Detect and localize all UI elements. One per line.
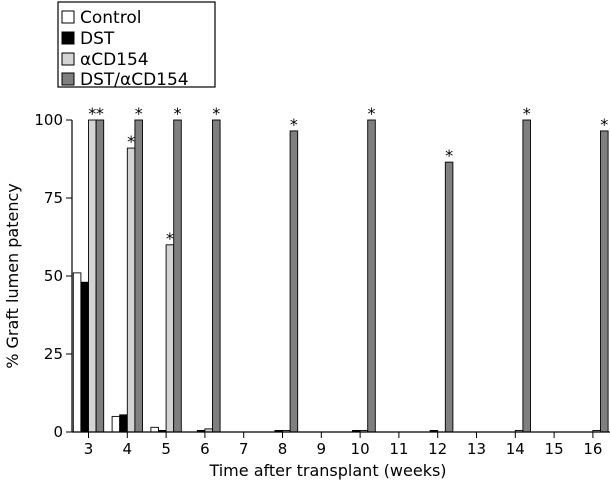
x-tick-label-5: 5: [161, 440, 171, 458]
significance-star-cd154-week-4: *: [127, 132, 135, 151]
significance-star-dst-cd154-week-6: *: [212, 104, 220, 123]
x-tick-label-9: 9: [317, 440, 327, 458]
legend-label-acd154: αCD154: [80, 50, 149, 70]
legend-label-dst-acd154: DST/αCD154: [80, 70, 189, 90]
legend-frame: [57, 1, 216, 88]
y-tick-label-50: 50: [44, 267, 63, 285]
bar-control-week-3: [72, 272, 82, 433]
significance-star-cd154-week-5: *: [166, 229, 174, 248]
bar-dst-cd154-week-4: [134, 119, 143, 433]
y-axis-label: % Graft lumen patency: [3, 183, 22, 369]
legend-label-control: Control: [80, 8, 141, 28]
significance-markers: * ***** ******: [88, 104, 608, 248]
legend-item-control: Control: [61, 8, 141, 28]
bar-cd154-week-5: [165, 244, 175, 433]
legend-item-dst-acd154: DST/αCD154: [61, 70, 189, 90]
significance-star-dst-cd154-week-3: *: [96, 104, 104, 123]
x-tick-label-3: 3: [84, 440, 94, 458]
significance-star-dst-cd154-week-5: *: [174, 104, 182, 123]
x-tick-label-4: 4: [123, 440, 133, 458]
y-tick-label-25: 25: [44, 345, 63, 363]
bar-dst-cd154-week-6: [212, 119, 221, 433]
y-ticks: 0 25 50 75 100: [34, 111, 72, 441]
bar-dst-cd154-week-8: [289, 130, 299, 433]
x-tick-label-8: 8: [278, 440, 288, 458]
bar-control-week-5: [150, 426, 159, 433]
x-tick-label-15: 15: [545, 440, 564, 458]
legend-swatch-acd154: [61, 52, 75, 66]
bar-dst-week-3: [80, 281, 89, 433]
legend-item-acd154: αCD154: [61, 50, 149, 70]
x-tick-label-11: 11: [389, 440, 408, 458]
significance-star-cd154-week-3: *: [88, 104, 96, 123]
significance-star-dst-cd154-week-12: *: [445, 146, 453, 165]
legend-swatch-dst: [61, 31, 75, 45]
y-tick-label-0: 0: [53, 423, 63, 441]
x-tick-label-10: 10: [351, 440, 370, 458]
x-tick-label-16: 16: [583, 440, 602, 458]
bar-dst-cd154-week-12: [444, 161, 454, 433]
significance-star-dst-cd154-week-10: *: [368, 104, 376, 123]
x-tick-label-7: 7: [239, 440, 249, 458]
significance-star-dst-cd154-week-16: *: [600, 115, 608, 134]
bar-control-week-4: [111, 415, 121, 433]
x-axis-label: Time after transplant (weeks): [208, 461, 446, 480]
legend-swatch-dst-acd154: [61, 72, 75, 86]
bar-dst-cd154-week-3: [95, 119, 105, 433]
bar-dst-cd154-week-10: [367, 119, 376, 433]
legend-label-dst: DST: [80, 29, 115, 49]
bar-dst-week-4: [119, 414, 128, 433]
legend-swatch-control: [61, 10, 75, 24]
x-ticks: 3 4 5 6 7 8 9 10 11 12 13 14 15 16: [84, 432, 602, 458]
x-tick-label-14: 14: [506, 440, 525, 458]
significance-star-dst-cd154-week-14: *: [523, 104, 531, 123]
x-tick-label-12: 12: [428, 440, 447, 458]
bar-dst-cd154-week-5: [173, 119, 182, 433]
bar-cd154-week-4: [126, 147, 136, 433]
significance-star-dst-cd154-week-8: *: [290, 115, 298, 134]
legend: Control DST αCD154 DST/αCD154: [57, 1, 216, 90]
bar-dst-cd154-week-14: [522, 119, 531, 433]
x-tick-label-13: 13: [467, 440, 486, 458]
x-tick-label-6: 6: [200, 440, 210, 458]
significance-star-dst-cd154-week-4: *: [135, 104, 143, 123]
y-tick-label-100: 100: [34, 111, 63, 129]
legend-item-dst: DST: [61, 29, 115, 49]
bars-layer: [72, 119, 609, 433]
bar-dst-cd154-week-16: [600, 130, 609, 433]
y-tick-label-75: 75: [44, 189, 63, 207]
bar-cd154-week-3: [88, 119, 97, 433]
